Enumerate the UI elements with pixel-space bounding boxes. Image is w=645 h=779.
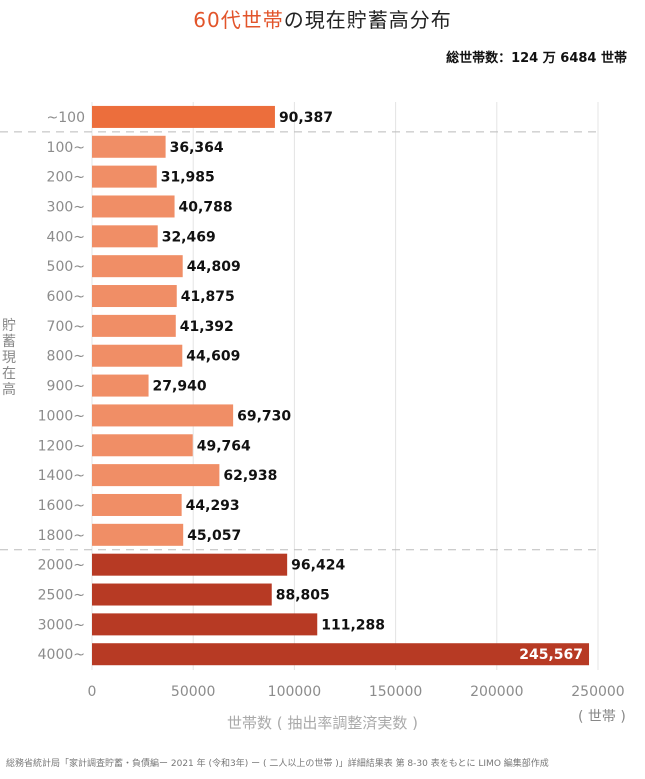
- bar-9: [92, 374, 149, 397]
- bar-1: [92, 135, 166, 158]
- category-label-4: 400~: [47, 229, 85, 245]
- x-tick-label-1: 50000: [171, 684, 216, 700]
- bar-11: [92, 434, 193, 457]
- bar-15: [92, 553, 288, 576]
- value-label-18: 245,567: [519, 647, 583, 663]
- bar-10: [92, 404, 234, 427]
- title-rest: の現在貯蓄高分布: [283, 8, 452, 32]
- value-label-17: 111,288: [321, 617, 385, 633]
- x-tick-label-4: 200000: [470, 684, 523, 700]
- category-label-15: 2000~: [38, 558, 85, 574]
- value-label-5: 44,809: [187, 259, 241, 275]
- x-tick-label-5: 250000: [571, 684, 624, 700]
- category-label-2: 200~: [47, 170, 85, 186]
- category-label-5: 500~: [47, 259, 85, 275]
- bar-17: [92, 613, 318, 636]
- value-label-15: 96,424: [291, 558, 345, 574]
- value-label-0: 90,387: [279, 110, 333, 126]
- value-label-2: 31,985: [161, 170, 215, 186]
- category-label-17: 3000~: [38, 617, 85, 633]
- bar-6: [92, 285, 177, 308]
- category-label-16: 2500~: [38, 588, 85, 604]
- bar-18: [92, 643, 590, 666]
- source-note: 総務省統計局「家計調査貯蓄・負債編ー 2021 年 (令和3年) ー ( 二人以…: [6, 759, 549, 769]
- category-label-6: 600~: [47, 289, 85, 305]
- value-label-16: 88,805: [276, 588, 330, 604]
- x-axis-label: 世帯数 ( 抽出率調整済実数 ): [226, 714, 418, 732]
- x-tick-label-2: 100000: [268, 684, 321, 700]
- total-households: 総世帯数：124 万 6484 世帯: [446, 51, 627, 66]
- value-label-11: 49,764: [197, 438, 251, 454]
- bar-16: [92, 583, 272, 606]
- bar-2: [92, 165, 157, 188]
- category-label-9: 900~: [47, 379, 85, 395]
- value-label-10: 69,730: [237, 408, 291, 424]
- value-label-12: 62,938: [223, 468, 277, 484]
- x-tick-label-3: 150000: [369, 684, 422, 700]
- category-label-1: 100~: [47, 140, 85, 156]
- value-label-13: 44,293: [186, 498, 240, 514]
- value-label-14: 45,057: [187, 528, 241, 544]
- y-axis-label: 貯蓄現在高: [2, 318, 16, 398]
- value-label-6: 41,875: [181, 289, 235, 305]
- value-label-8: 44,609: [186, 349, 240, 365]
- value-label-7: 41,392: [180, 319, 234, 335]
- category-label-13: 1600~: [38, 498, 85, 514]
- bar-4: [92, 225, 158, 248]
- bar-8: [92, 344, 183, 367]
- bar-13: [92, 493, 182, 516]
- category-label-10: 1000~: [38, 408, 85, 424]
- value-label-3: 40,788: [179, 199, 233, 215]
- bar-0: [92, 105, 275, 128]
- value-label-1: 36,364: [170, 140, 224, 156]
- value-label-4: 32,469: [162, 229, 216, 245]
- bar-5: [92, 255, 183, 278]
- chart-title: 60代世帯の現在貯蓄高分布: [0, 4, 645, 33]
- category-label-7: 700~: [47, 319, 85, 335]
- category-label-3: 300~: [47, 199, 85, 215]
- bar-12: [92, 464, 220, 487]
- category-label-0: ~100: [47, 110, 85, 126]
- x-tick-label-0: 0: [88, 684, 97, 700]
- x-axis-unit: ( 世帯 ): [578, 709, 626, 725]
- category-label-18: 4000~: [38, 647, 85, 663]
- category-label-11: 1200~: [38, 438, 85, 454]
- category-label-12: 1400~: [38, 468, 85, 484]
- category-label-8: 800~: [47, 349, 85, 365]
- bar-7: [92, 314, 176, 337]
- category-label-14: 1800~: [38, 528, 85, 544]
- value-label-9: 27,940: [153, 379, 207, 395]
- bar-3: [92, 195, 175, 218]
- bar-14: [92, 523, 184, 546]
- title-accent: 60代世帯: [193, 8, 284, 32]
